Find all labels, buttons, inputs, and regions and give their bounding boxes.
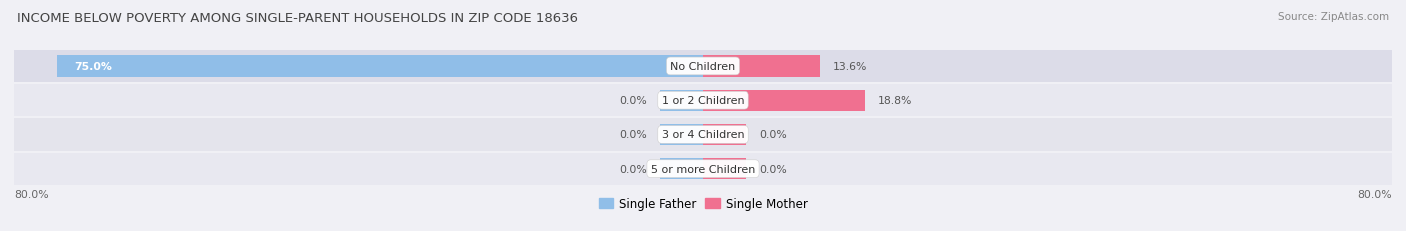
Bar [659,158,703,179]
Bar [659,90,703,111]
Text: 0.0%: 0.0% [619,164,647,174]
Text: 75.0%: 75.0% [75,62,112,72]
Bar [703,90,865,111]
Bar [14,51,1392,83]
Text: 0.0%: 0.0% [619,130,647,140]
Text: 0.0%: 0.0% [759,164,787,174]
Bar [703,124,747,146]
Bar [703,56,820,77]
Text: INCOME BELOW POVERTY AMONG SINGLE-PARENT HOUSEHOLDS IN ZIP CODE 18636: INCOME BELOW POVERTY AMONG SINGLE-PARENT… [17,12,578,24]
Text: 18.8%: 18.8% [877,96,912,106]
Bar [58,56,703,77]
Bar [14,153,1392,185]
Bar [703,158,747,179]
Bar [659,124,703,146]
Text: 0.0%: 0.0% [619,96,647,106]
Text: 1 or 2 Children: 1 or 2 Children [662,96,744,106]
Legend: Single Father, Single Mother: Single Father, Single Mother [593,193,813,215]
Text: 3 or 4 Children: 3 or 4 Children [662,130,744,140]
Text: 13.6%: 13.6% [832,62,868,72]
Text: No Children: No Children [671,62,735,72]
Text: Source: ZipAtlas.com: Source: ZipAtlas.com [1278,12,1389,21]
Text: 80.0%: 80.0% [14,189,49,199]
Text: 0.0%: 0.0% [759,130,787,140]
Bar [14,85,1392,117]
Text: 80.0%: 80.0% [1357,189,1392,199]
Bar [14,119,1392,151]
Text: 5 or more Children: 5 or more Children [651,164,755,174]
